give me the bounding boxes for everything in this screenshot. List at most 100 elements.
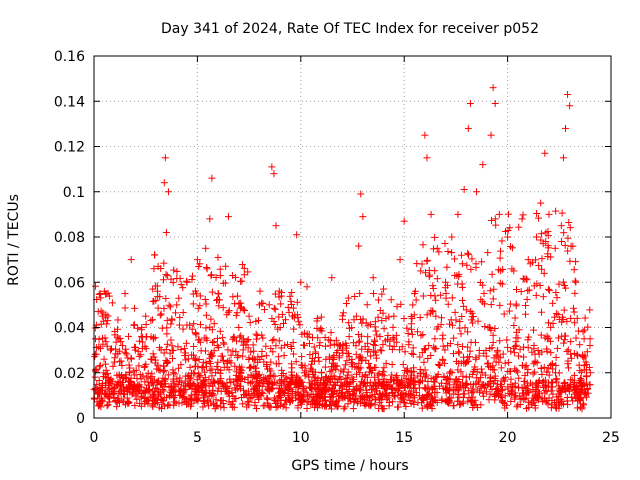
data-point <box>451 308 459 316</box>
data-point <box>349 360 357 368</box>
data-point <box>486 324 494 332</box>
data-point <box>564 364 572 372</box>
data-point <box>438 396 446 404</box>
data-point <box>509 383 517 391</box>
data-point <box>172 309 180 317</box>
data-point <box>124 354 132 362</box>
data-point <box>486 390 494 398</box>
data-point <box>580 401 588 409</box>
data-point <box>559 278 567 286</box>
data-point <box>539 293 547 301</box>
data-point <box>187 402 195 410</box>
data-point <box>229 335 237 343</box>
data-point <box>147 317 155 325</box>
data-point <box>259 334 267 342</box>
data-point <box>519 211 527 219</box>
data-point <box>188 385 196 393</box>
x-tick-label: 25 <box>602 430 620 446</box>
data-point <box>567 350 575 358</box>
data-point <box>352 350 360 358</box>
data-point <box>346 394 354 402</box>
data-point <box>549 365 557 373</box>
data-point <box>534 346 542 354</box>
data-point <box>499 386 507 394</box>
data-point <box>446 375 454 383</box>
data-point <box>176 387 184 395</box>
data-point <box>493 348 501 356</box>
data-point <box>454 210 462 218</box>
data-point <box>464 249 472 257</box>
data-point <box>327 378 335 386</box>
data-point <box>448 249 456 257</box>
data-point <box>581 388 589 396</box>
data-point <box>512 341 520 349</box>
data-point <box>173 267 181 275</box>
data-point <box>148 355 156 363</box>
data-point <box>135 337 143 345</box>
data-point <box>544 335 552 343</box>
data-point <box>144 400 152 408</box>
data-point <box>466 347 474 355</box>
data-point <box>152 384 160 392</box>
data-point <box>179 308 187 316</box>
data-point <box>387 296 395 304</box>
data-point <box>145 381 153 389</box>
data-point <box>490 285 498 293</box>
data-point <box>340 391 348 399</box>
data-point <box>444 395 452 403</box>
data-point <box>169 279 177 287</box>
data-point <box>160 349 168 357</box>
data-point <box>97 294 105 302</box>
data-point <box>577 393 585 401</box>
data-point <box>541 381 549 389</box>
data-point <box>304 398 312 406</box>
data-point <box>244 387 252 395</box>
data-point <box>432 296 440 304</box>
data-point <box>401 399 409 407</box>
data-point <box>219 304 227 312</box>
data-point <box>121 390 129 398</box>
data-point <box>269 372 277 380</box>
data-point <box>473 368 481 376</box>
data-point <box>306 351 314 359</box>
data-point <box>498 394 506 402</box>
data-point <box>357 384 365 392</box>
data-point <box>175 399 183 407</box>
data-point <box>331 362 339 370</box>
data-point <box>567 338 575 346</box>
data-point <box>284 341 292 349</box>
data-point <box>235 299 243 307</box>
data-point <box>317 313 325 321</box>
data-point <box>305 371 313 379</box>
data-point <box>110 389 118 397</box>
data-point <box>157 265 165 273</box>
data-point <box>216 272 224 280</box>
data-point <box>507 390 515 398</box>
data-point <box>426 271 434 279</box>
data-point <box>253 404 261 412</box>
data-point <box>433 325 441 333</box>
data-point <box>486 345 494 353</box>
data-point <box>504 210 512 218</box>
data-point <box>451 255 459 263</box>
data-point <box>386 337 394 345</box>
x-tick-label: 10 <box>292 430 310 446</box>
data-point <box>215 302 223 310</box>
data-point <box>243 403 251 411</box>
data-point <box>513 286 521 294</box>
data-point <box>150 297 158 305</box>
data-point <box>450 402 458 410</box>
data-point <box>547 387 555 395</box>
data-point <box>473 386 481 394</box>
data-point <box>555 390 563 398</box>
data-point <box>552 353 560 361</box>
data-point <box>443 263 451 271</box>
data-point <box>567 376 575 384</box>
data-point <box>345 319 353 327</box>
data-point <box>303 391 311 399</box>
data-point <box>511 365 519 373</box>
data-point <box>208 271 216 279</box>
data-point <box>326 368 334 376</box>
data-point <box>431 267 439 275</box>
data-point <box>409 301 417 309</box>
